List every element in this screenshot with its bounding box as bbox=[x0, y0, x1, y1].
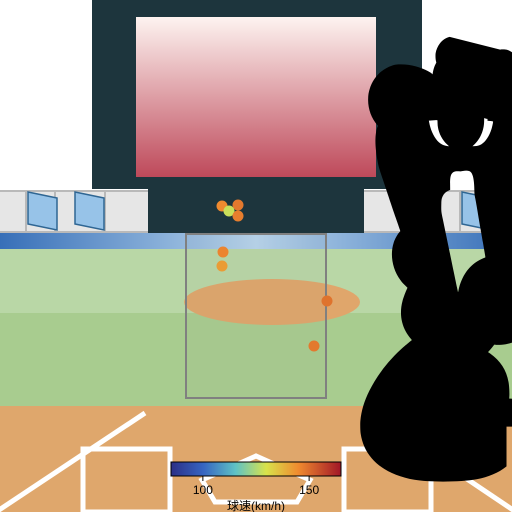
pitch-marker[interactable] bbox=[218, 247, 229, 258]
legend-title: 球速(km/h) bbox=[227, 499, 285, 512]
legend-tick-label: 100 bbox=[193, 483, 213, 497]
legend-colorbar bbox=[171, 462, 341, 476]
strike-zone bbox=[186, 234, 326, 398]
stand-flag bbox=[75, 192, 104, 230]
pitch-marker[interactable] bbox=[309, 341, 320, 352]
pitch-marker[interactable] bbox=[233, 200, 244, 211]
stand-flag bbox=[28, 192, 57, 230]
pitch-marker[interactable] bbox=[322, 296, 333, 307]
pitch-marker[interactable] bbox=[217, 261, 228, 272]
scoreboard-screen bbox=[136, 17, 376, 177]
pitch-marker[interactable] bbox=[233, 211, 244, 222]
legend-tick-label: 150 bbox=[299, 483, 319, 497]
